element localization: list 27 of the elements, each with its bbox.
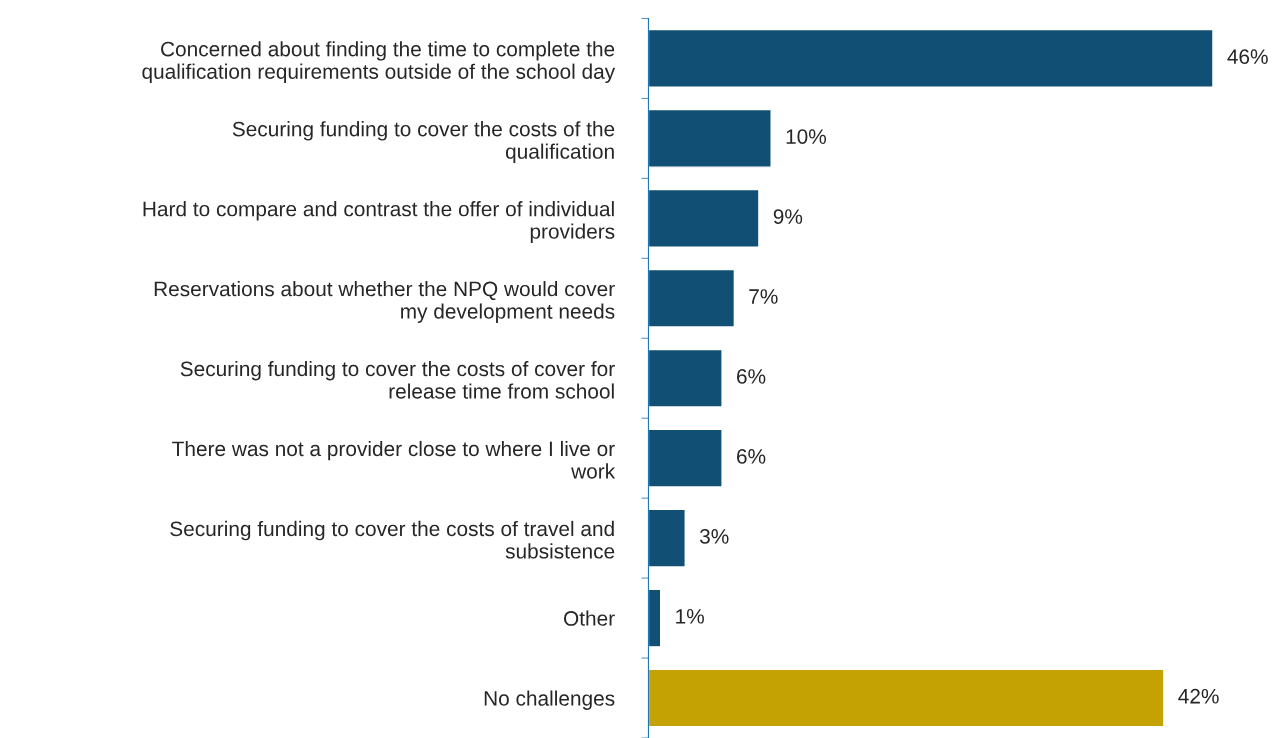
bar: [648, 668, 1165, 728]
y-tick-label: There was not a provider close to where I live or work: [172, 440, 616, 479]
y-tick-label: No challenges: [484, 690, 615, 710]
data-label: 10%: [786, 129, 827, 144]
data-label: 6%: [737, 369, 766, 384]
y-tick-label: Other: [564, 610, 615, 626]
y-tick-label: Hard to compare and contrast the offer of individual providers: [143, 201, 615, 243]
bar: [648, 348, 723, 408]
y-tick-label: Securing funding to cover the costs of cover for release time from school: [180, 360, 615, 399]
y-tick-label: Concerned about finding the time to complete the qualification requirements outside of the school day: [142, 41, 616, 84]
data-label: 6%: [737, 449, 766, 464]
data-label: 46%: [1227, 49, 1268, 65]
data-label: 1%: [676, 609, 704, 624]
data-label: 3%: [699, 528, 729, 544]
y-tick-label: Securing funding to cover the costs of the qualification: [232, 121, 615, 163]
bar: [648, 108, 772, 168]
data-label: 42%: [1178, 688, 1219, 704]
data-label: 7%: [749, 289, 778, 304]
bar: [648, 428, 723, 488]
bar: [648, 508, 686, 568]
bar: [648, 188, 760, 248]
y-tick-label: Reservations about whether the NPQ would cover my development needs: [154, 281, 615, 323]
bar: [648, 28, 1214, 88]
y-tick-label: Securing funding to cover the costs of travel and subsistence: [170, 520, 615, 559]
bar: [648, 588, 662, 648]
bar: [648, 268, 736, 328]
data-label: 9%: [773, 209, 803, 224]
